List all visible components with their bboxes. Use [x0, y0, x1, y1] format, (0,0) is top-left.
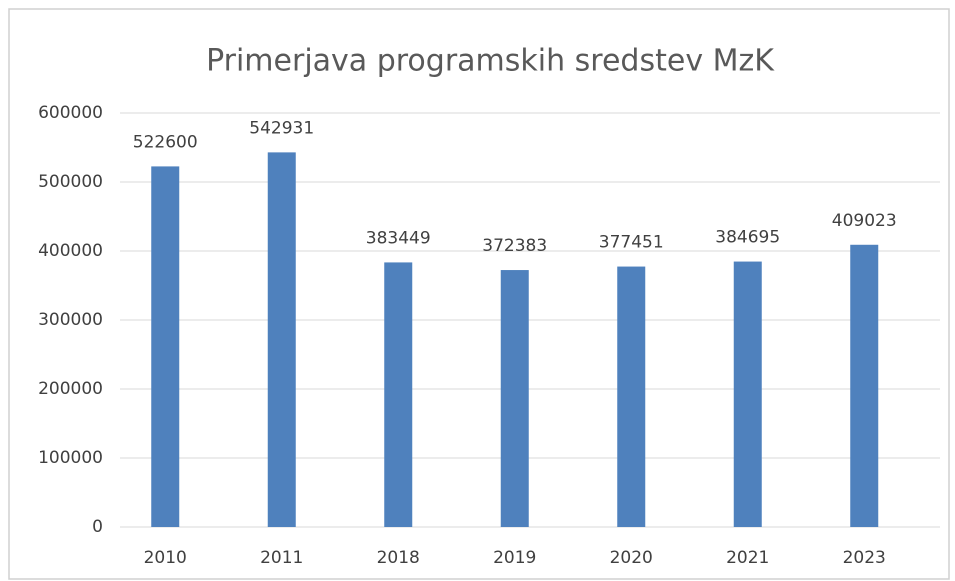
data-label: 377451	[599, 233, 664, 253]
x-tick-label: 2018	[377, 548, 420, 568]
y-tick-label: 400000	[38, 241, 103, 261]
bar	[617, 266, 646, 527]
y-tick-label: 500000	[38, 172, 103, 192]
y-tick-label: 300000	[38, 310, 103, 330]
bar	[384, 262, 413, 527]
bar	[500, 270, 529, 527]
data-label: 383449	[366, 228, 431, 248]
x-tick-label: 2020	[610, 548, 653, 568]
data-label: 384695	[715, 228, 780, 248]
data-label: 522600	[133, 132, 198, 152]
y-tick-label: 100000	[38, 448, 103, 468]
bar	[850, 244, 879, 528]
x-tick-label: 2021	[726, 548, 769, 568]
data-label: 409023	[832, 211, 897, 231]
chart-title: Primerjava programskih sredstev MzK	[206, 44, 775, 79]
data-label: 372383	[482, 236, 547, 256]
bar	[733, 261, 762, 527]
bar	[267, 152, 296, 527]
y-tick-label: 600000	[38, 103, 103, 123]
x-tick-label: 2023	[843, 548, 886, 568]
data-label: 542931	[249, 118, 314, 138]
bar	[151, 166, 180, 527]
y-tick-label: 200000	[38, 379, 103, 399]
x-tick-label: 2010	[144, 548, 187, 568]
x-tick-label: 2019	[493, 548, 536, 568]
chart-frame	[8, 8, 950, 580]
y-tick-label: 0	[92, 517, 103, 537]
x-tick-label: 2011	[260, 548, 303, 568]
